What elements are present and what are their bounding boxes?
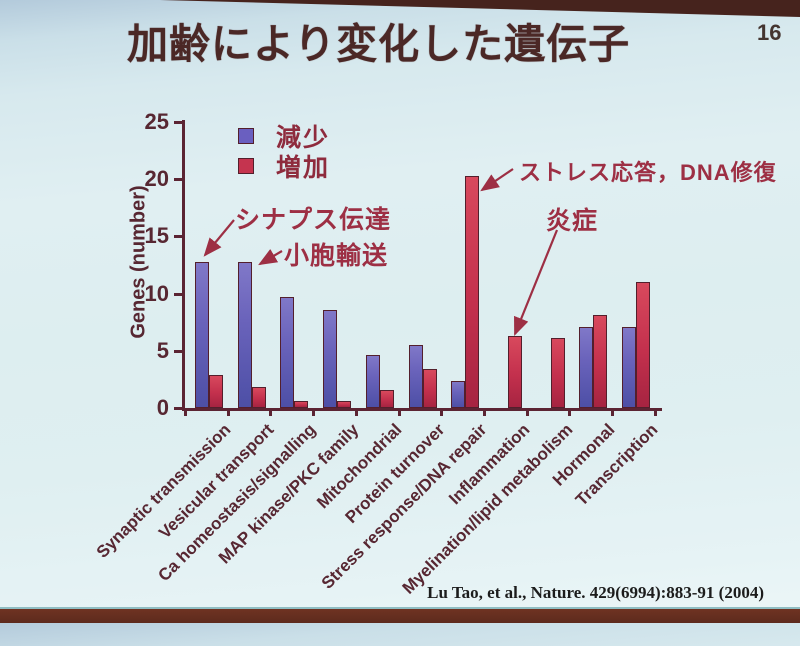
- bar-decrease-3: [280, 297, 294, 408]
- bar-increase-7: [465, 176, 479, 408]
- y-tick-20: [174, 178, 183, 182]
- slide-number: 16: [757, 20, 782, 45]
- legend-increase-label: 増加: [276, 154, 331, 182]
- bar-decrease-5: [366, 355, 380, 408]
- bar-decrease-11: [622, 327, 636, 408]
- y-tick-label-25: 25: [144, 109, 169, 134]
- x-tick-1: [226, 408, 230, 416]
- y-tick-5: [174, 349, 183, 353]
- y-tick-label-10: 10: [144, 280, 169, 306]
- bar-decrease-2: [238, 262, 252, 408]
- arrow-inflammation: [513, 229, 559, 337]
- x-tick-8: [525, 408, 529, 416]
- bar-increase-2: [252, 387, 266, 408]
- bar-increase-5: [380, 390, 394, 408]
- x-tick-5: [397, 408, 401, 416]
- legend-row-increase: 増加: [238, 151, 331, 182]
- x-tick-4: [354, 408, 358, 416]
- x-tick-11: [653, 408, 657, 416]
- annotation-vesicular-transport: 小胞輸送: [284, 242, 389, 270]
- y-tick-10: [174, 292, 183, 296]
- x-tick-0: [184, 408, 187, 416]
- x-tick-2: [269, 408, 273, 416]
- arrow-vesicular: [258, 248, 283, 266]
- bar-increase-10: [593, 315, 607, 408]
- y-axis-title: Genes (number): [127, 185, 150, 339]
- bar-decrease-1: [195, 262, 209, 408]
- citation: Lu Tao, et al., Nature. 429(6994):883-91…: [427, 583, 764, 602]
- bar-increase-8: [508, 336, 522, 408]
- bar-increase-6: [423, 369, 437, 408]
- bar-decrease-4: [323, 310, 337, 408]
- y-tick-label-0: 0: [156, 395, 169, 420]
- bar-increase-1: [209, 375, 223, 408]
- y-tick-label-5: 5: [156, 337, 169, 363]
- arrow-stress: [480, 168, 514, 192]
- legend-row-decrease: 減少: [238, 121, 331, 152]
- increase-swatch-icon: [238, 158, 254, 174]
- y-tick-15: [174, 235, 183, 239]
- bar-decrease-7: [451, 381, 465, 408]
- x-tick-6: [440, 408, 444, 416]
- x-tick-9: [568, 408, 572, 416]
- slide-title: 加齢により変化した遺伝子: [127, 21, 631, 67]
- x-tick-10: [611, 408, 614, 416]
- bar-increase-3: [294, 401, 308, 408]
- y-tick-label-15: 15: [144, 223, 169, 249]
- y-tick-0: [174, 407, 183, 410]
- legend-decrease-label: 減少: [276, 124, 331, 152]
- x-tick-3: [312, 408, 316, 416]
- x-tick-7: [482, 408, 486, 416]
- chart-legend: 減少 増加: [238, 121, 331, 182]
- bottom-decoration-band: [0, 607, 800, 623]
- annotation-inflammation: 炎症: [546, 207, 599, 235]
- y-axis-line: [182, 120, 185, 411]
- annotation-stress-response-dna-repair: ストレス応答，DNA修復: [519, 160, 777, 185]
- y-tick-label-20: 20: [144, 166, 169, 192]
- arrow-synaptic: [203, 219, 235, 257]
- bar-increase-4: [337, 401, 351, 408]
- decrease-swatch-icon: [238, 128, 254, 144]
- y-tick-25: [174, 121, 183, 124]
- bar-increase-11: [636, 282, 650, 408]
- bar-decrease-6: [409, 345, 423, 408]
- bar-decrease-10: [579, 327, 593, 408]
- bar-increase-9: [551, 338, 565, 408]
- x-axis-line: [182, 408, 662, 411]
- annotation-synaptic-transmission: シナプス伝達: [235, 206, 392, 234]
